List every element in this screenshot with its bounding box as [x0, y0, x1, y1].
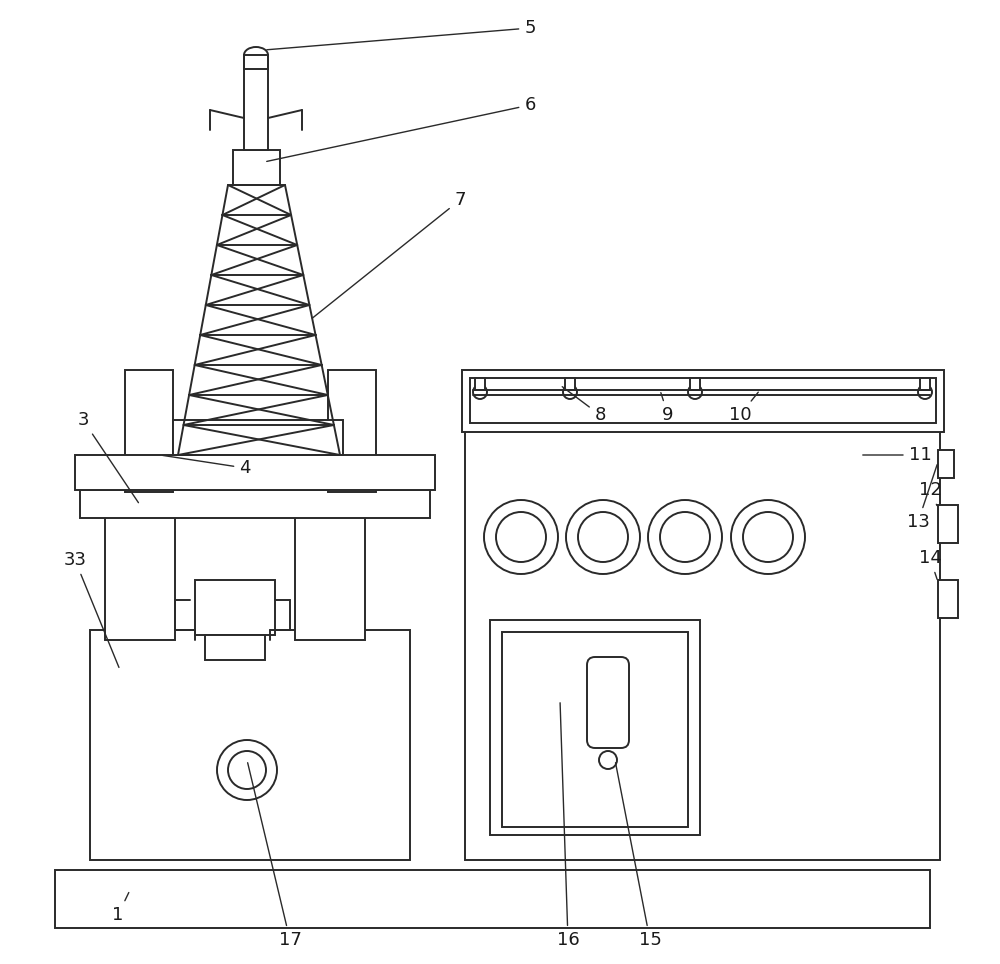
Circle shape — [473, 385, 487, 399]
Bar — [475, 378, 485, 390]
Text: 1: 1 — [112, 893, 129, 924]
Text: 5: 5 — [267, 19, 536, 50]
Bar — [465, 430, 940, 860]
Text: 16: 16 — [557, 703, 579, 949]
Text: 7: 7 — [312, 191, 466, 318]
Bar — [125, 370, 173, 492]
Text: 12: 12 — [919, 481, 941, 505]
Bar — [205, 635, 265, 660]
Bar — [470, 378, 936, 423]
Text: 33: 33 — [64, 551, 119, 667]
Text: 8: 8 — [562, 387, 606, 424]
Text: 11: 11 — [863, 446, 931, 464]
Text: 3: 3 — [77, 411, 138, 502]
Ellipse shape — [244, 47, 268, 63]
Text: 6: 6 — [267, 96, 536, 161]
Text: 9: 9 — [661, 392, 674, 424]
Circle shape — [484, 500, 558, 574]
Bar — [938, 580, 958, 618]
Bar — [105, 510, 175, 640]
Bar — [938, 450, 954, 478]
Text: 13: 13 — [907, 465, 937, 531]
Bar — [80, 490, 430, 518]
Bar — [244, 55, 268, 150]
Circle shape — [578, 512, 628, 562]
Circle shape — [566, 500, 640, 574]
Bar — [155, 462, 207, 490]
Bar — [462, 370, 944, 432]
Circle shape — [599, 751, 617, 769]
Text: 15: 15 — [616, 763, 661, 949]
FancyBboxPatch shape — [587, 657, 629, 748]
Circle shape — [217, 740, 277, 800]
Bar — [55, 870, 930, 928]
Bar — [328, 370, 376, 492]
Text: 10: 10 — [729, 392, 758, 424]
Bar — [920, 378, 930, 390]
Bar — [75, 455, 435, 490]
Circle shape — [743, 512, 793, 562]
Circle shape — [731, 500, 805, 574]
Bar — [233, 150, 280, 185]
Bar — [173, 420, 343, 455]
Bar — [565, 378, 575, 390]
Bar — [938, 505, 958, 543]
Bar — [195, 580, 275, 635]
Circle shape — [688, 385, 702, 399]
Circle shape — [496, 512, 546, 562]
Text: 14: 14 — [919, 549, 941, 579]
Text: 17: 17 — [248, 763, 301, 949]
Circle shape — [648, 500, 722, 574]
Bar — [244, 55, 268, 69]
Bar — [490, 620, 700, 835]
Bar — [298, 462, 350, 490]
Circle shape — [660, 512, 710, 562]
Circle shape — [563, 385, 577, 399]
Bar — [295, 510, 365, 640]
Circle shape — [228, 751, 266, 789]
Bar — [690, 378, 700, 390]
Circle shape — [918, 385, 932, 399]
Bar — [90, 630, 410, 860]
Text: 4: 4 — [163, 455, 251, 477]
Bar — [502, 632, 688, 827]
